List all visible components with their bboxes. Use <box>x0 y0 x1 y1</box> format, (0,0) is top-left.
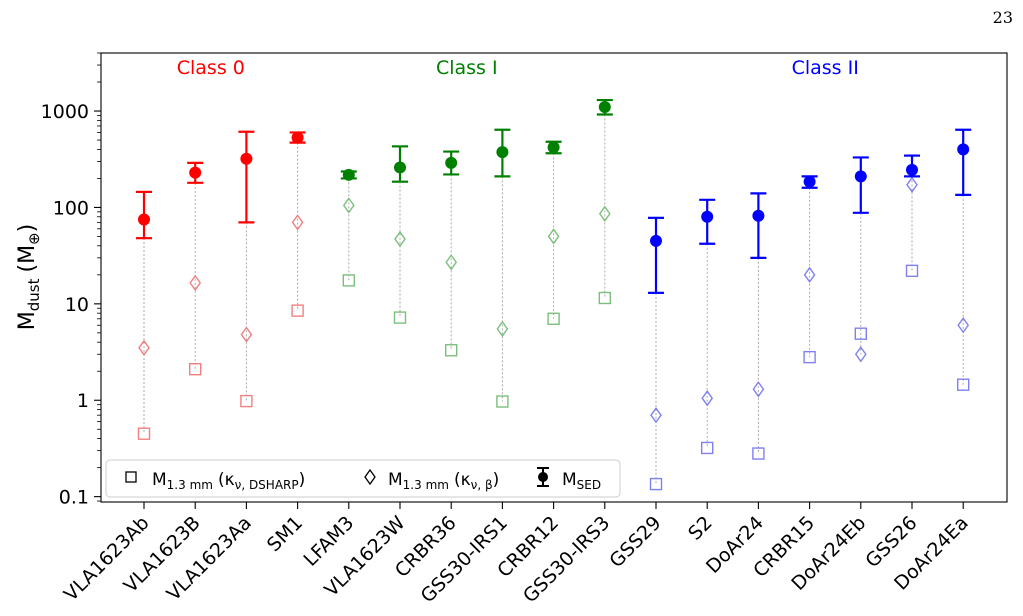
sed-dot <box>701 210 714 223</box>
beta-diamond-marker <box>701 389 714 407</box>
sed-dot <box>803 175 816 188</box>
dsharp-square-marker <box>752 447 765 460</box>
dsharp-square-marker <box>854 327 867 340</box>
x-tick-label: SM1 <box>263 512 307 556</box>
legend-diamond-marker <box>364 468 376 486</box>
marker-layer <box>137 176 970 491</box>
dsharp-square-marker <box>342 274 355 287</box>
dsharp-square-marker <box>905 264 919 278</box>
beta-diamond-marker <box>547 228 560 245</box>
x-tick-label: GSS29 <box>605 512 665 572</box>
class-label: Class 0 <box>177 57 245 79</box>
dsharp-square-marker <box>445 344 458 357</box>
beta-diamond-marker <box>854 346 867 363</box>
legend-frame <box>105 459 621 498</box>
dsharp-square-marker <box>188 362 202 376</box>
dsharp-square-marker <box>649 477 663 491</box>
sed-dot <box>394 161 406 174</box>
page-number: 23 <box>992 8 1013 27</box>
sed-dot <box>189 166 202 179</box>
sed-dot <box>547 141 560 154</box>
dsharp-square-marker <box>598 291 611 305</box>
dsharp-square-marker <box>957 378 970 391</box>
y-axis-label-close: ) <box>15 224 40 233</box>
y-axis-label-main: M <box>15 311 40 330</box>
legend-square-marker <box>125 471 137 483</box>
dsharp-square-marker <box>393 311 407 324</box>
sed-dot <box>752 209 765 222</box>
legend-entry-dsharp: M1.3 mm (κν, DSHARP) <box>152 470 305 492</box>
legend-entry-sed: MSED <box>562 470 601 492</box>
dsharp-square-marker <box>701 441 714 455</box>
dsharp-square-marker <box>291 304 304 317</box>
beta-diamond-marker <box>189 274 202 292</box>
y-tick-label: 1 <box>77 390 89 412</box>
class-label-layer: Class 0 Class I Class II <box>177 57 859 79</box>
legend-sed-marker <box>537 467 549 487</box>
y-tick-label: 100 <box>53 197 89 219</box>
beta-diamond-marker <box>394 230 406 248</box>
beta-diamond-marker <box>957 317 970 334</box>
class-label: Class I <box>436 57 498 79</box>
sed-dot <box>496 146 509 159</box>
dsharp-square-marker <box>137 427 151 440</box>
beta-diamond-marker <box>445 254 458 271</box>
dsharp-square-marker <box>547 312 560 325</box>
beta-diamond-marker <box>650 406 662 424</box>
sed-dot <box>342 168 355 181</box>
dsharp-square-marker <box>496 395 509 408</box>
beta-diamond-marker <box>906 176 918 193</box>
dsharp-square-marker <box>803 350 816 364</box>
sed-dot <box>598 101 611 114</box>
sed-dot <box>291 131 304 144</box>
beta-diamond-marker <box>342 197 355 214</box>
class-label: Class II <box>792 57 859 79</box>
dropline-layer <box>143 114 964 485</box>
y-axis-label-unit-sub: ⊕ <box>25 232 43 245</box>
beta-diamond-marker <box>138 339 150 357</box>
y-tick-label: 1000 <box>41 101 89 123</box>
legend-entry-beta: M1.3 mm (κν, β) <box>388 470 499 492</box>
beta-diamond-marker <box>598 205 611 222</box>
y-tick-label: 10 <box>65 294 89 316</box>
sed-dot <box>240 152 253 165</box>
sed-dot <box>854 170 867 183</box>
sed-dot <box>138 213 150 226</box>
legend: M1.3 mm (κν, DSHARP) M1.3 mm (κν, β) MSED <box>105 459 621 498</box>
beta-diamond-marker <box>240 326 253 343</box>
sed-dot <box>445 156 458 169</box>
sed-dot <box>906 163 918 176</box>
y-axis-label: Mdust (M⊕) <box>15 224 43 330</box>
beta-diamond-marker <box>752 381 765 398</box>
x-tick-label: S2 <box>684 512 717 545</box>
y-axis-label-sub: dust <box>25 278 43 311</box>
sed-dot <box>650 234 662 247</box>
sed-dot <box>957 143 970 156</box>
y-axis-label-space: (M <box>15 245 40 273</box>
beta-diamond-marker <box>291 214 304 231</box>
beta-diamond-marker <box>496 320 509 338</box>
y-tick-label: 0.1 <box>59 487 89 509</box>
sed-layer <box>136 98 972 294</box>
dsharp-square-marker <box>240 394 253 408</box>
beta-diamond-marker <box>803 266 816 284</box>
